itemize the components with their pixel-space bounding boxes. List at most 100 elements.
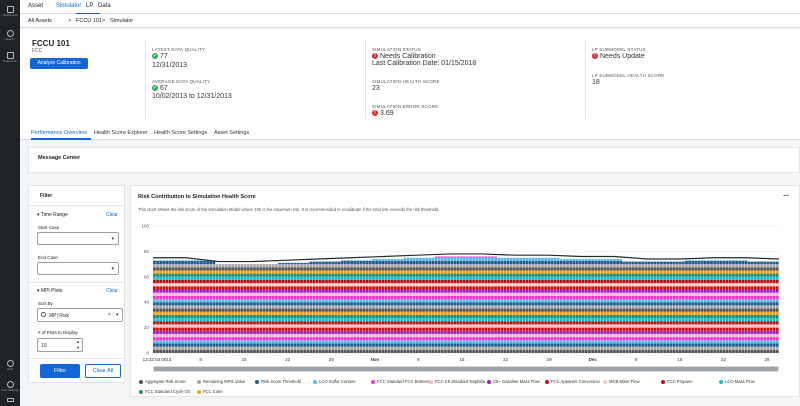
chart-bar-segment bbox=[663, 305, 666, 309]
chart-bar-segment bbox=[375, 286, 379, 290]
chart-menu-icon[interactable]: ... bbox=[783, 191, 789, 198]
time-range-clear[interactable]: Clear bbox=[106, 212, 118, 218]
nav-diagnostic[interactable]: Diagnostic bbox=[0, 52, 20, 63]
stepper-up-icon[interactable]: ▲ bbox=[76, 339, 80, 344]
chart-bar-segment bbox=[541, 295, 544, 300]
clear-icon[interactable]: × bbox=[108, 312, 111, 318]
chart-bar-segment bbox=[663, 324, 666, 328]
chart-bar-segment bbox=[397, 311, 400, 315]
chart-bar-segment bbox=[328, 311, 332, 315]
nav-dashboard[interactable]: Dashboard bbox=[0, 6, 20, 17]
chart-bar-segment bbox=[575, 311, 579, 315]
tab-health-score-explorer[interactable]: Health Score Explorer bbox=[94, 130, 148, 136]
chart-bar-segment bbox=[494, 311, 497, 315]
chart-bar-segment bbox=[322, 270, 325, 274]
chart-bar-segment bbox=[628, 349, 632, 353]
chart-bar-segment bbox=[431, 311, 435, 315]
filter-button[interactable]: Filter bbox=[40, 364, 80, 378]
end-case-select[interactable]: ▾ bbox=[37, 262, 119, 275]
clear-all-button[interactable]: Clear All bbox=[85, 364, 121, 378]
mpi-plots-clear[interactable]: Clear bbox=[106, 288, 118, 294]
chart-bar-segment bbox=[622, 343, 626, 347]
tab-asset-settings[interactable]: Asset Settings bbox=[214, 130, 250, 136]
nav-search[interactable]: Search bbox=[0, 30, 20, 41]
chart-bar-segment bbox=[174, 305, 178, 309]
start-case-select[interactable]: ▾ bbox=[37, 232, 119, 245]
chart-bar-segment bbox=[519, 346, 522, 350]
chart-bar-segment bbox=[584, 349, 588, 353]
chart-bar-segment bbox=[221, 295, 225, 300]
chart-bar-segment bbox=[284, 343, 288, 347]
chart-bar-segment bbox=[287, 318, 291, 322]
chart-bar-segment bbox=[221, 333, 225, 338]
nav-logout[interactable] bbox=[0, 398, 20, 403]
chart-bar-segment bbox=[406, 308, 410, 312]
chart-bar-segment bbox=[415, 327, 419, 331]
chart-bar-segment bbox=[231, 267, 235, 271]
tab-performance-overview[interactable]: Performance Overview bbox=[31, 130, 87, 136]
breadcrumb-asset[interactable]: FCCU 101 bbox=[76, 18, 102, 24]
chart-bar-segment bbox=[347, 286, 350, 290]
chart-bar-segment bbox=[506, 349, 510, 353]
chart-bar-segment bbox=[362, 299, 366, 303]
chart-bar-segment bbox=[181, 299, 184, 303]
chart-bar-segment bbox=[228, 337, 231, 341]
tab-lp[interactable]: LP bbox=[86, 3, 94, 9]
chart-bar-segment bbox=[444, 321, 447, 325]
chart-bar-segment bbox=[290, 330, 294, 334]
stepper-down-icon[interactable]: ▼ bbox=[76, 345, 80, 350]
tab-data[interactable]: Data bbox=[98, 3, 111, 9]
chart-bar-segment bbox=[153, 279, 156, 284]
chart-bar-segment bbox=[572, 349, 576, 353]
nav-user-settings[interactable]: User Settings bbox=[0, 381, 20, 392]
chart-bar-segment bbox=[484, 346, 488, 350]
chart-bar-segment bbox=[159, 318, 163, 322]
chart-bar-segment bbox=[497, 305, 501, 309]
chart-bar-segment bbox=[206, 311, 209, 315]
nav-help[interactable]: Help bbox=[0, 360, 20, 371]
chart-bar-segment bbox=[296, 330, 300, 334]
chart-bar-segment bbox=[306, 346, 310, 350]
chart-bar-segment bbox=[528, 318, 532, 322]
mpi-plots-toggle[interactable]: ▾ MPI Plots bbox=[37, 288, 63, 294]
chart-bar-segment bbox=[403, 260, 407, 265]
chart-bar-segment bbox=[547, 286, 551, 290]
chart-bar-segment bbox=[303, 340, 307, 344]
chart-bar-segment bbox=[372, 333, 375, 338]
chart-bar-segment bbox=[422, 346, 425, 350]
chart-bar-segment bbox=[381, 349, 385, 353]
sort-by-select[interactable]: MPI Risk × ▾ bbox=[37, 308, 123, 322]
breadcrumb-all-assets[interactable]: All Assets bbox=[28, 18, 52, 24]
tab-asset[interactable]: Asset bbox=[28, 3, 44, 9]
chart-bar-segment bbox=[356, 337, 360, 341]
chart-bar-segment bbox=[444, 311, 447, 315]
sort-by-value: MPI Risk bbox=[49, 313, 69, 319]
tab-simulator[interactable]: Simulator bbox=[56, 3, 82, 9]
chart-bar-segment bbox=[412, 337, 416, 341]
chart-bar-segment bbox=[190, 305, 194, 309]
chart-bar-segment bbox=[293, 305, 297, 309]
chart-bar-segment bbox=[281, 330, 285, 334]
chart-bar-segment bbox=[522, 260, 526, 265]
chart-bar-segment bbox=[544, 318, 548, 322]
breadcrumb-simulator: Simulator bbox=[110, 18, 134, 24]
chart-bar-segment bbox=[622, 340, 626, 344]
chart-bar-segment bbox=[174, 276, 178, 280]
chart-bar-segment bbox=[168, 302, 172, 306]
chart-bar-segment bbox=[209, 292, 213, 296]
chart-bar-segment bbox=[347, 330, 350, 334]
chart-bar-segment bbox=[503, 286, 507, 290]
chart-bar-segment bbox=[440, 279, 444, 284]
chart-bar-segment bbox=[390, 289, 394, 293]
chart-bar-segment bbox=[281, 340, 285, 344]
time-range-toggle[interactable]: ▾ Time Range bbox=[37, 212, 68, 218]
analyze-calibration-button[interactable]: Analyze Calibration bbox=[30, 58, 88, 69]
chart-bar-segment bbox=[259, 327, 263, 331]
num-plots-stepper[interactable]: 10 ▲ ▼ bbox=[37, 338, 83, 352]
chart-bar-segment bbox=[578, 302, 582, 306]
tab-health-score-settings[interactable]: Health Score Settings bbox=[154, 130, 208, 136]
chart-bar-segment bbox=[168, 299, 172, 303]
chart-bar-segment bbox=[178, 264, 181, 268]
chart-bar-segment bbox=[343, 349, 347, 353]
chart-bar-segment bbox=[628, 299, 632, 303]
